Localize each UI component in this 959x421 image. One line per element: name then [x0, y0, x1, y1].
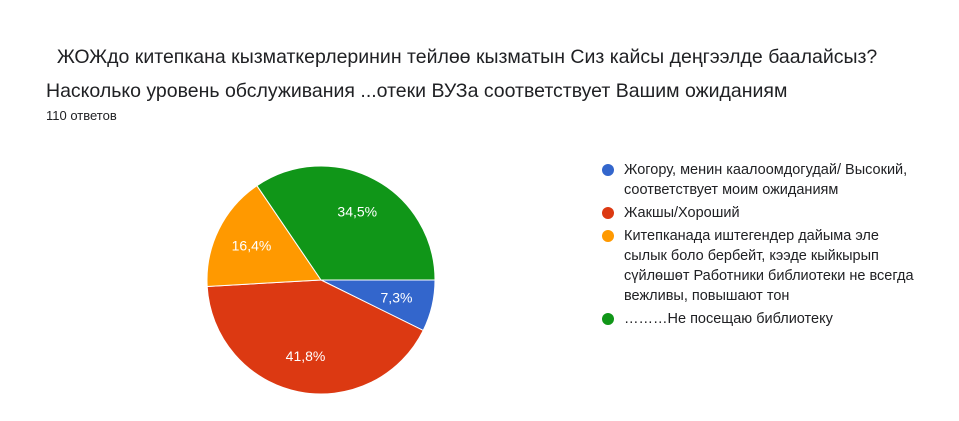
pie-slice-2[interactable]: [206, 185, 322, 287]
legend-label-3: ………Не посещаю библиотеку: [624, 311, 833, 327]
legend-item-0[interactable]: Жогору, менин каалоомдогудай/ Высокий, с…: [602, 160, 922, 200]
legend-item-3[interactable]: ………Не посещаю библиотеку: [602, 309, 922, 329]
response-count: 110 ответов: [46, 108, 117, 123]
pie-slice-label-0: 7,3%: [381, 290, 413, 306]
legend-swatch-1: [602, 207, 614, 219]
pie-slice-label-1: 41,8%: [286, 348, 326, 364]
legend-label-2: Китепканада иштегендер дайыма эле сылык …: [624, 228, 914, 304]
legend-swatch-3: [602, 313, 614, 325]
pie-slice-label-2: 16,4%: [232, 238, 272, 254]
legend-item-2[interactable]: Китепканада иштегендер дайыма эле сылык …: [602, 226, 922, 306]
legend-swatch-2: [602, 230, 614, 242]
chart-legend: Жогору, менин каалоомдогудай/ Высокий, с…: [602, 160, 922, 332]
pie-slice-1[interactable]: [206, 279, 424, 395]
pie-slice-3[interactable]: [256, 165, 436, 281]
legend-label-1: Жакшы/Хороший: [624, 205, 740, 221]
legend-swatch-0: [602, 164, 614, 176]
pie-slice-label-3: 34,5%: [337, 203, 377, 219]
legend-label-0: Жогору, менин каалоомдогудай/ Высокий, с…: [624, 162, 908, 198]
legend-item-1[interactable]: Жакшы/Хороший: [602, 203, 922, 223]
chart-title: ЖОЖдо китепкана кызматкерлеринин тейлөө …: [46, 46, 889, 102]
